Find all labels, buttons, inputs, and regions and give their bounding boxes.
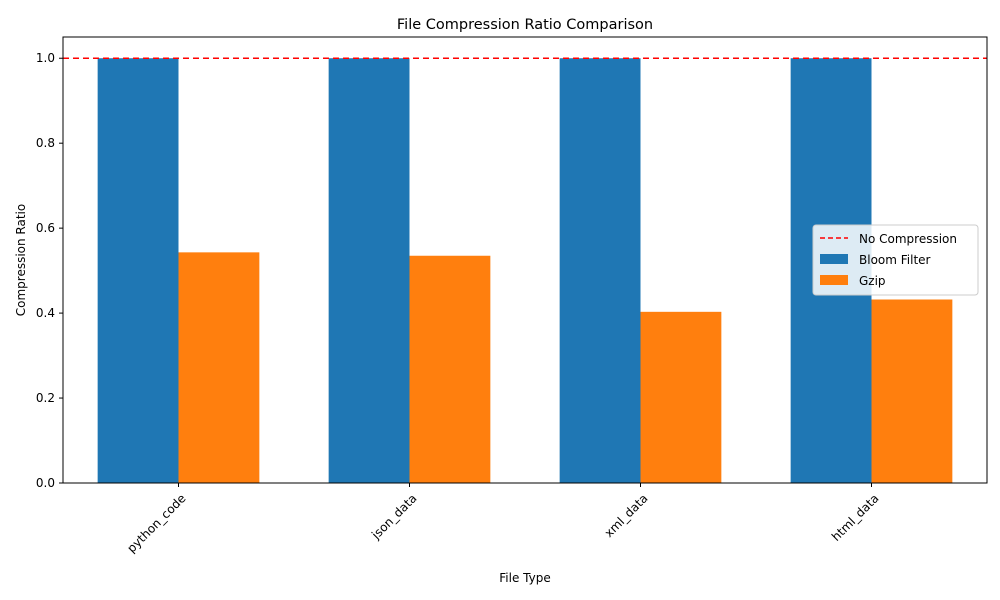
legend: No Compression Bloom Filter Gzip [812,224,979,296]
plot-frame [62,36,988,484]
bar-bloom-filter [559,58,641,483]
bar-bloom-filter [328,58,410,483]
bar-gzip [178,252,260,483]
y-tick-label: 0.8 [36,136,55,150]
legend-bloom-filter-swatch [820,254,848,264]
legend-box [812,224,979,296]
bar-gzip [871,299,953,483]
chart-title: File Compression Ratio Comparison [397,17,653,33]
bar-bloom-filter [97,58,179,483]
legend-reference-line-label: No Compression [859,232,957,246]
x-axis-label: File Type [499,571,550,585]
legend-gzip-swatch [820,275,848,285]
y-tick-label: 0.2 [36,391,55,405]
legend-gzip-label: Gzip [859,274,886,288]
y-tick-label: 0.4 [36,306,55,320]
bar-gzip [409,255,491,483]
y-tick-label: 0.6 [36,221,55,235]
legend-bloom-filter-label: Bloom Filter [859,253,931,267]
y-axis-label: Compression Ratio [14,204,28,317]
bar-gzip [640,311,722,483]
y-tick-label: 1.0 [36,51,55,65]
y-tick-label: 0.0 [36,476,55,490]
